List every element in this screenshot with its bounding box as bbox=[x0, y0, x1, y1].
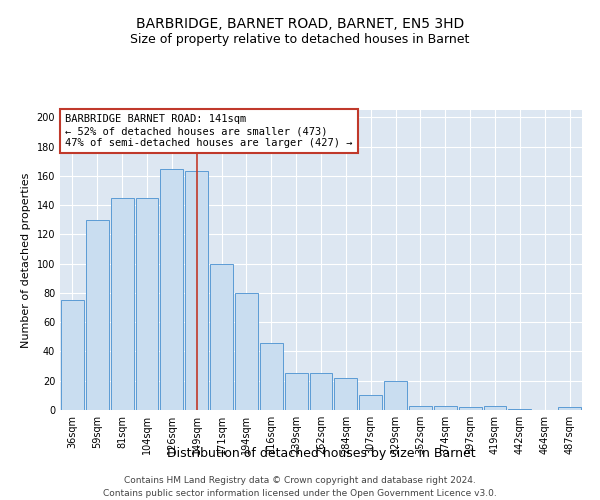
Text: BARBRIDGE, BARNET ROAD, BARNET, EN5 3HD: BARBRIDGE, BARNET ROAD, BARNET, EN5 3HD bbox=[136, 18, 464, 32]
Bar bbox=[235, 293, 258, 410]
Bar bbox=[508, 408, 531, 410]
Bar bbox=[86, 220, 109, 410]
Bar bbox=[384, 380, 407, 410]
Bar bbox=[459, 407, 482, 410]
Text: BARBRIDGE BARNET ROAD: 141sqm
← 52% of detached houses are smaller (473)
47% of : BARBRIDGE BARNET ROAD: 141sqm ← 52% of d… bbox=[65, 114, 353, 148]
Bar bbox=[160, 168, 183, 410]
Bar bbox=[260, 342, 283, 410]
Bar bbox=[136, 198, 158, 410]
Text: Contains HM Land Registry data © Crown copyright and database right 2024.
Contai: Contains HM Land Registry data © Crown c… bbox=[103, 476, 497, 498]
Bar bbox=[210, 264, 233, 410]
Y-axis label: Number of detached properties: Number of detached properties bbox=[21, 172, 31, 348]
Bar bbox=[61, 300, 84, 410]
Bar bbox=[484, 406, 506, 410]
Bar bbox=[558, 407, 581, 410]
Bar bbox=[359, 396, 382, 410]
Bar bbox=[434, 406, 457, 410]
Bar bbox=[310, 374, 332, 410]
Bar bbox=[334, 378, 357, 410]
Text: Distribution of detached houses by size in Barnet: Distribution of detached houses by size … bbox=[167, 448, 475, 460]
Bar bbox=[185, 172, 208, 410]
Bar bbox=[409, 406, 432, 410]
Bar bbox=[285, 374, 308, 410]
Text: Size of property relative to detached houses in Barnet: Size of property relative to detached ho… bbox=[130, 32, 470, 46]
Bar bbox=[111, 198, 134, 410]
